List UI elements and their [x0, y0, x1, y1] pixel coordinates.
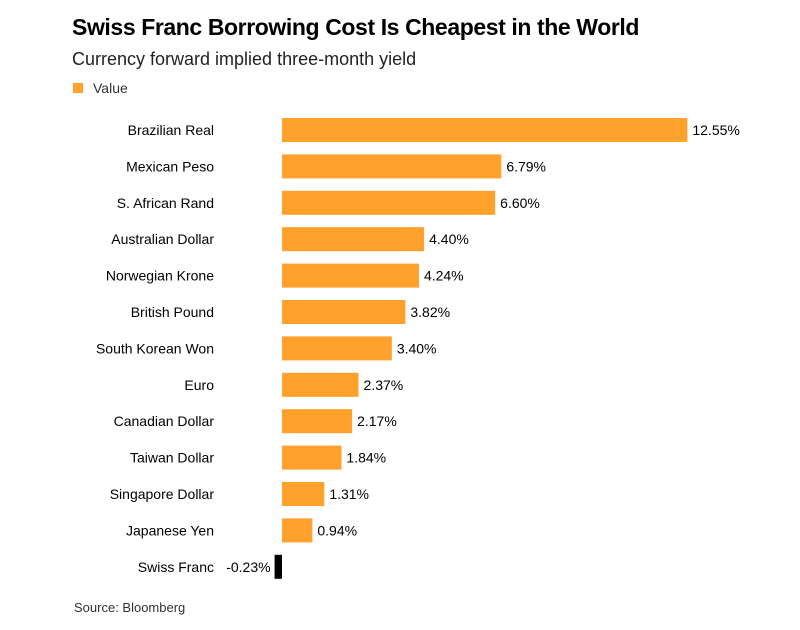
category-label: South Korean Won	[96, 340, 214, 356]
value-label: 6.79%	[506, 158, 546, 174]
value-label: 4.40%	[429, 231, 469, 247]
bar	[282, 118, 688, 142]
category-label: Australian Dollar	[111, 231, 214, 247]
value-label: 4.24%	[424, 268, 464, 284]
value-label: 3.82%	[410, 304, 450, 320]
category-label: Taiwan Dollar	[130, 450, 214, 466]
value-label: 1.84%	[346, 450, 386, 466]
legend-swatch	[73, 83, 83, 93]
bar	[274, 554, 282, 579]
value-label: 1.31%	[329, 486, 369, 502]
bar	[282, 372, 359, 397]
bar	[282, 518, 313, 543]
value-label: 0.94%	[317, 522, 357, 538]
category-label: Japanese Yen	[126, 522, 214, 538]
bar	[282, 190, 496, 215]
category-label: Norwegian Krone	[106, 268, 214, 284]
category-label: Brazilian Real	[128, 122, 214, 138]
bar	[282, 300, 406, 324]
chart-title: Swiss Franc Borrowing Cost Is Cheapest i…	[72, 14, 640, 40]
bar	[282, 409, 353, 434]
value-label: 6.60%	[500, 195, 540, 211]
bar	[282, 482, 325, 506]
category-label: Mexican Peso	[126, 158, 214, 174]
bar	[282, 336, 392, 361]
value-label: 2.37%	[364, 377, 404, 393]
legend-label: Value	[93, 80, 128, 96]
category-label: British Pound	[131, 304, 214, 320]
bar	[282, 154, 502, 179]
category-label: Euro	[184, 377, 214, 393]
bar	[282, 227, 425, 252]
legend: Value	[73, 80, 128, 96]
value-label: -0.23%	[226, 559, 270, 575]
chart-subtitle: Currency forward implied three-month yie…	[72, 49, 417, 69]
value-label: 3.40%	[397, 340, 437, 356]
value-label: 12.55%	[692, 122, 739, 138]
category-label: Swiss Franc	[138, 559, 214, 575]
bar	[282, 263, 419, 288]
category-label: Canadian Dollar	[114, 413, 215, 429]
category-label: S. African Rand	[117, 195, 214, 211]
source-note: Source: Bloomberg	[74, 600, 186, 615]
bar	[282, 445, 342, 470]
category-label: Singapore Dollar	[110, 486, 215, 502]
value-label: 2.17%	[357, 413, 397, 429]
